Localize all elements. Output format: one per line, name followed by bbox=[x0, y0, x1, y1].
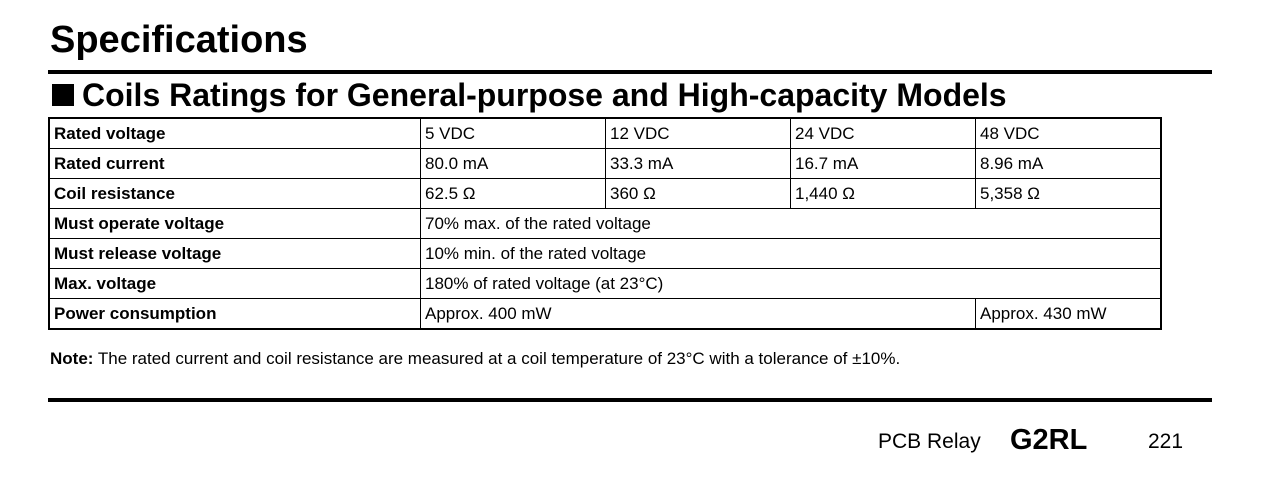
model-name: G2RL bbox=[1010, 424, 1088, 456]
cell: 5 VDC bbox=[420, 117, 606, 149]
cell: 8.96 mA bbox=[975, 148, 1162, 179]
row-label: Max. voltage bbox=[48, 268, 421, 299]
table-row: Max. voltage 180% of rated voltage (at 23… bbox=[48, 268, 1162, 299]
cell: 62.5 Ω bbox=[420, 178, 606, 209]
cell: 70% max. of the rated voltage bbox=[420, 208, 1162, 239]
cell: Approx. 400 mW bbox=[420, 298, 976, 330]
rule bbox=[48, 70, 1212, 74]
cell: 24 VDC bbox=[790, 117, 976, 149]
table-row: Rated voltage 5 VDC 12 VDC 24 VDC 48 VDC bbox=[48, 117, 1162, 149]
cell: 80.0 mA bbox=[420, 148, 606, 179]
row-label: Coil resistance bbox=[48, 178, 421, 209]
cell: 48 VDC bbox=[975, 117, 1162, 149]
cell: 33.3 mA bbox=[605, 148, 791, 179]
cell: 12 VDC bbox=[605, 117, 791, 149]
cell: 5,358 Ω bbox=[975, 178, 1162, 209]
row-label: Rated current bbox=[48, 148, 421, 179]
table-row: Power consumption Approx. 400 mW Approx. 4… bbox=[48, 298, 1162, 330]
note-text: The rated current and coil resistance ar… bbox=[97, 349, 901, 368]
row-label: Power consumption bbox=[48, 298, 421, 330]
cell: 10% min. of the rated voltage bbox=[420, 238, 1162, 269]
table-row: Rated current 80.0 mA 33.3 mA 16.7 mA 8.96 m… bbox=[48, 148, 1162, 179]
bullet-square bbox=[52, 84, 74, 106]
table-row: Coil resistance 62.5 Ω 360 Ω 1,440 Ω 5,358 Ω bbox=[48, 178, 1162, 209]
spec-table: Rated voltage 5 VDC 12 VDC 24 VDC 48 VDC Rate… bbox=[48, 117, 1162, 330]
rule bbox=[48, 398, 1212, 402]
cell: 1,440 Ω bbox=[790, 178, 976, 209]
note-label: Note: bbox=[50, 349, 94, 368]
product-line: PCB Relay bbox=[878, 430, 981, 453]
section-title: Coils Ratings for General-purpose and Hi… bbox=[82, 77, 1007, 113]
note: Note: The rated current and coil resista… bbox=[50, 349, 900, 369]
cell: 180% of rated voltage (at 23°C) bbox=[420, 268, 1162, 299]
cell: Approx. 430 mW bbox=[975, 298, 1162, 330]
row-label: Rated voltage bbox=[48, 117, 421, 149]
row-label: Must release voltage bbox=[48, 238, 421, 269]
table-row: Must operate voltage 70% max. of the rate… bbox=[48, 208, 1162, 239]
page-title: Specifications bbox=[50, 19, 308, 61]
page-number: 221 bbox=[1148, 430, 1184, 453]
cell: 16.7 mA bbox=[790, 148, 976, 179]
cell: 360 Ω bbox=[605, 178, 791, 209]
row-label: Must operate voltage bbox=[48, 208, 421, 239]
table-row: Must release voltage 10% min. of the rate… bbox=[48, 238, 1162, 269]
